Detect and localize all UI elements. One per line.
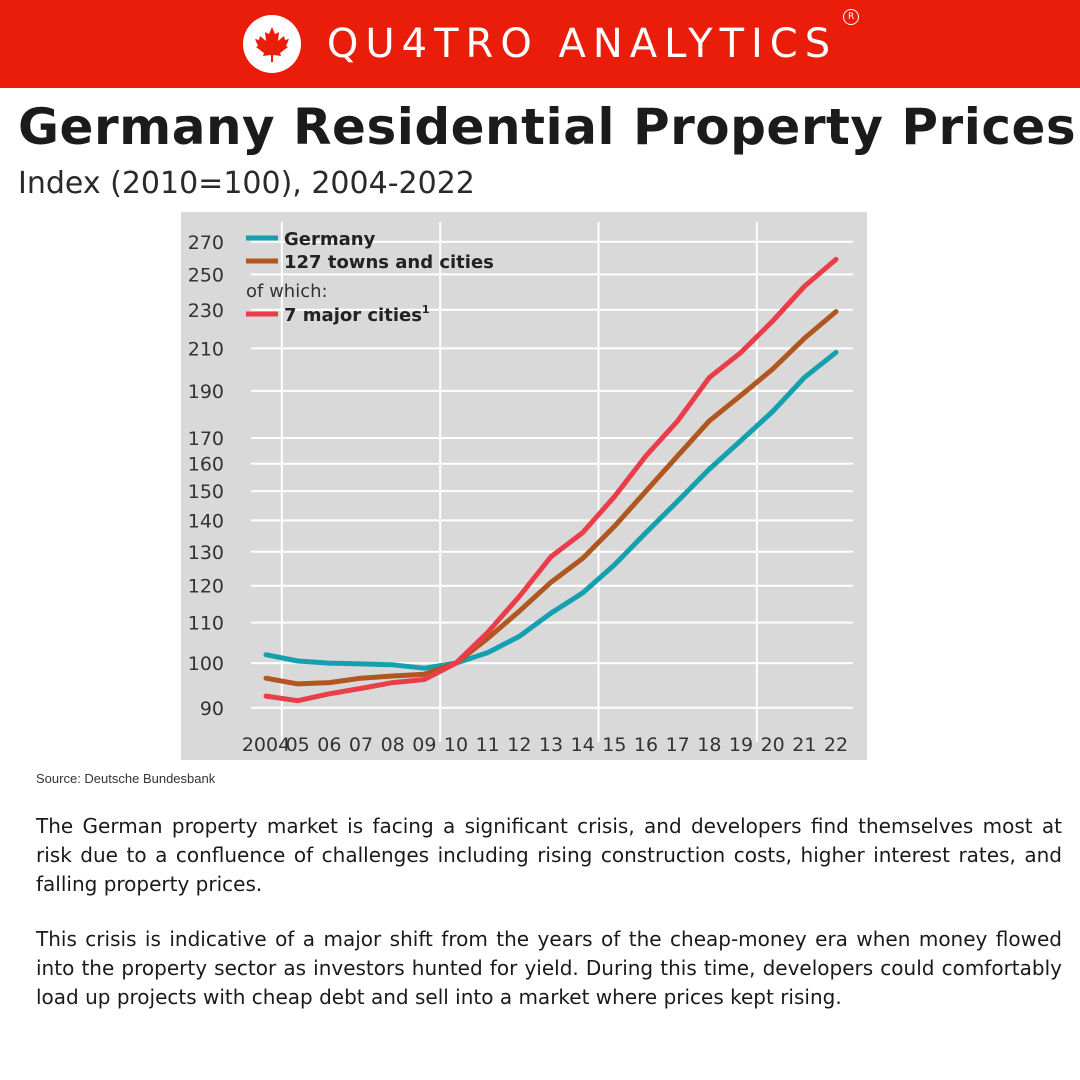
x-tick-label: 15 [602,734,626,756]
x-tick-label: 14 [571,734,595,756]
y-tick-label: 210 [188,338,224,360]
x-tick-label: 10 [444,734,468,756]
x-tick-label: 19 [729,734,753,756]
x-tick-label: 17 [666,734,690,756]
x-tick-label: 20 [761,734,785,756]
y-tick-label: 110 [188,613,224,635]
x-tick-label: 08 [381,734,405,756]
x-tick-label: 06 [317,734,341,756]
brand-name: QU4TRO ANALYTICS R [327,9,860,67]
legend-label: 127 towns and cities [284,252,494,273]
legend-note: of which: [246,281,328,302]
source-note: Source: Deutsche Bundesbank [36,771,216,786]
y-tick-label: 100 [188,653,224,675]
x-tick-label: 2004 [242,734,290,756]
brand-banner: QU4TRO ANALYTICS R [0,0,1080,88]
x-tick-label: 07 [349,734,373,756]
y-tick-label: 250 [188,264,224,286]
x-tick-label: 05 [286,734,310,756]
x-tick-label: 18 [697,734,721,756]
y-tick-label: 230 [188,300,224,322]
y-tick-label: 120 [188,576,224,598]
y-tick-label: 130 [188,542,224,564]
legend-label: Germany [284,229,376,250]
page-title: Germany Residential Property Prices [18,98,1077,156]
y-tick-label: 160 [188,454,224,476]
x-tick-label: 13 [539,734,563,756]
series-line [263,349,839,671]
chart-svg: 90 100 110 120 130 140 150 160 170 190 210 230 250 27… [188,222,853,756]
legend-label: 7 major cities1 [284,303,430,326]
y-tick-label: 150 [188,481,224,503]
maple-leaf-icon [254,27,289,62]
page-subtitle: Index (2010=100), 2004-2022 [18,166,475,201]
logo-badge [242,15,301,73]
body-paragraph-1: The German property market is facing a s… [36,814,1062,896]
y-tick-label: 270 [188,232,224,254]
series-line [263,256,839,704]
y-tick-label: 170 [188,428,224,450]
body-paragraph-2: This crisis is indicative of a major shi… [36,927,1062,1009]
y-tick-label: 190 [188,381,224,403]
grid-lines [251,222,853,742]
line-chart: 90 100 110 120 130 140 150 160 170 190 210 230 250 27… [181,212,867,760]
x-tick-label: 21 [792,734,816,756]
x-tick-label: 09 [412,734,436,756]
x-tick-label: 11 [476,734,500,756]
x-tick-label: 12 [507,734,531,756]
y-tick-label: 140 [188,510,224,532]
x-tick-label: 16 [634,734,658,756]
series-line [263,309,839,687]
y-tick-label: 90 [200,698,224,720]
x-tick-label: 22 [824,734,848,756]
registered-mark: R [843,9,860,25]
